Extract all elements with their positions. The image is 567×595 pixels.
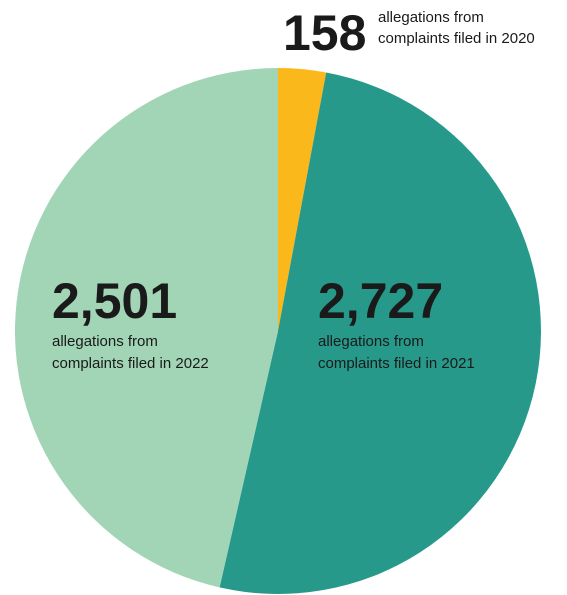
- slice-label: allegations from: [52, 333, 158, 350]
- slice-label: complaints filed in 2022: [52, 355, 209, 372]
- pie-slice: [278, 68, 327, 331]
- slice-label: complaints filed in 2021: [318, 355, 475, 372]
- pie-slice: [219, 72, 541, 594]
- slice-label: allegations from: [378, 9, 484, 26]
- pie-slice: [14, 68, 278, 588]
- value-label: 2,727: [318, 273, 443, 329]
- value-label: 158: [283, 5, 366, 61]
- slice-label: allegations from: [318, 333, 424, 350]
- slice-label: complaints filed in 2020: [378, 30, 535, 47]
- value-label: 2,501: [52, 273, 177, 329]
